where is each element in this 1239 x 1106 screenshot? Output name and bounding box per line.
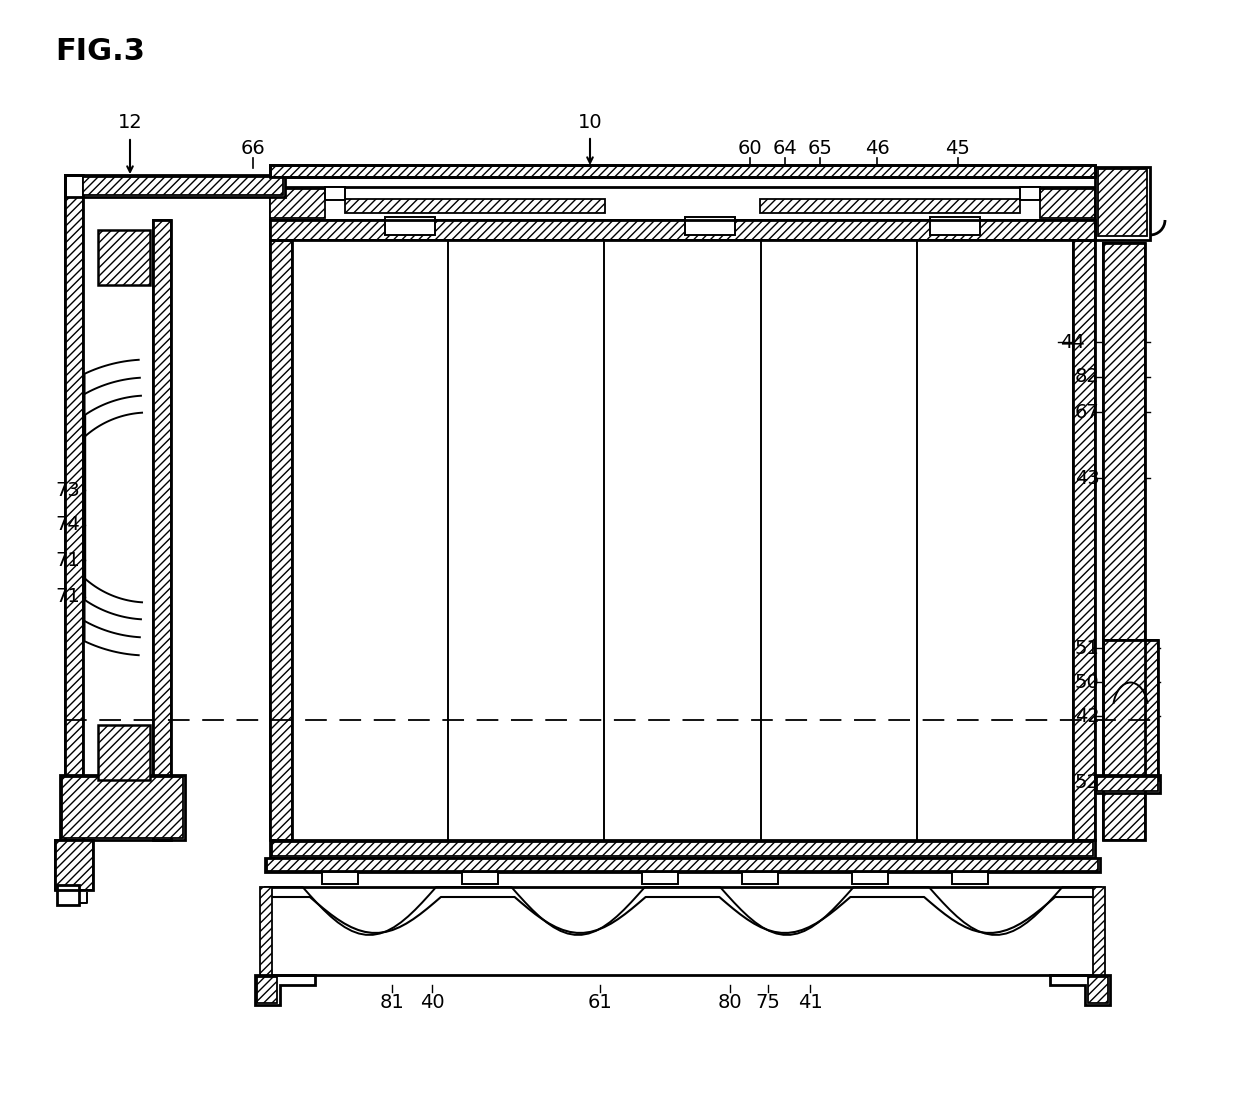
Bar — [685, 217, 735, 234]
Bar — [270, 165, 1095, 177]
Bar — [1095, 167, 1150, 240]
Text: 82: 82 — [1075, 367, 1100, 386]
Bar — [270, 839, 1095, 858]
Bar — [344, 199, 605, 213]
Text: 71: 71 — [55, 587, 79, 606]
Bar — [270, 240, 292, 839]
Bar — [462, 872, 498, 884]
Text: 80: 80 — [717, 992, 742, 1012]
Text: 51: 51 — [1075, 638, 1100, 657]
Text: 64: 64 — [773, 138, 798, 157]
Text: 46: 46 — [865, 138, 890, 157]
Bar — [152, 220, 171, 839]
Bar — [642, 872, 678, 884]
Bar — [1020, 187, 1040, 200]
Bar — [260, 887, 273, 975]
Bar — [1073, 240, 1095, 839]
Bar — [760, 199, 1020, 213]
Bar — [98, 230, 150, 285]
Bar — [270, 189, 325, 218]
Bar — [852, 872, 888, 884]
Text: 60: 60 — [737, 138, 762, 157]
Bar — [98, 726, 150, 780]
Text: 50: 50 — [1075, 672, 1100, 691]
Bar — [1095, 775, 1160, 793]
Text: 45: 45 — [945, 138, 970, 157]
Bar — [325, 187, 344, 200]
Polygon shape — [1049, 975, 1110, 1005]
Text: 41: 41 — [798, 992, 823, 1012]
Bar — [62, 778, 183, 838]
Bar — [1103, 243, 1145, 839]
Text: 66: 66 — [240, 138, 265, 157]
Text: 10: 10 — [577, 113, 602, 132]
Bar — [1088, 977, 1108, 1003]
Text: 42: 42 — [1075, 707, 1100, 726]
Text: FIG.3: FIG.3 — [55, 38, 145, 66]
Bar — [64, 175, 83, 839]
Text: 67: 67 — [1075, 403, 1100, 421]
Bar — [55, 839, 93, 890]
Bar — [256, 977, 278, 1003]
Bar — [273, 842, 1093, 856]
Text: 52: 52 — [1075, 772, 1100, 792]
Bar — [64, 175, 285, 197]
Bar — [152, 220, 171, 839]
Bar — [1103, 640, 1158, 780]
Bar — [1097, 778, 1158, 791]
Bar — [59, 775, 185, 839]
Text: 40: 40 — [420, 992, 445, 1012]
Polygon shape — [255, 975, 315, 1005]
Bar — [270, 165, 1095, 177]
Text: 61: 61 — [587, 992, 612, 1012]
Text: 75: 75 — [756, 992, 781, 1012]
Bar — [270, 220, 1095, 240]
Bar — [57, 885, 79, 905]
Bar — [270, 187, 1095, 220]
Bar — [270, 220, 1095, 240]
Bar — [266, 859, 1098, 872]
Bar — [1098, 169, 1147, 236]
Bar — [83, 177, 282, 195]
Bar — [952, 872, 987, 884]
Text: 71: 71 — [55, 551, 79, 570]
Text: 44: 44 — [1061, 333, 1085, 352]
Bar — [55, 839, 93, 890]
Bar — [322, 872, 358, 884]
Text: 81: 81 — [379, 992, 404, 1012]
Bar — [385, 217, 435, 234]
Text: 73: 73 — [55, 480, 79, 500]
Bar — [930, 217, 980, 234]
Bar — [1103, 640, 1158, 780]
Text: 12: 12 — [118, 114, 142, 133]
Text: 65: 65 — [808, 138, 833, 157]
Bar — [742, 872, 778, 884]
Bar — [270, 240, 292, 839]
Text: 74: 74 — [55, 515, 79, 534]
Text: 43: 43 — [1075, 469, 1100, 488]
Bar — [1103, 243, 1145, 839]
Bar — [1093, 887, 1105, 975]
Bar — [265, 858, 1100, 872]
Bar — [265, 887, 1100, 975]
Bar — [1040, 189, 1095, 218]
Bar — [64, 175, 83, 839]
Bar — [1073, 240, 1095, 839]
